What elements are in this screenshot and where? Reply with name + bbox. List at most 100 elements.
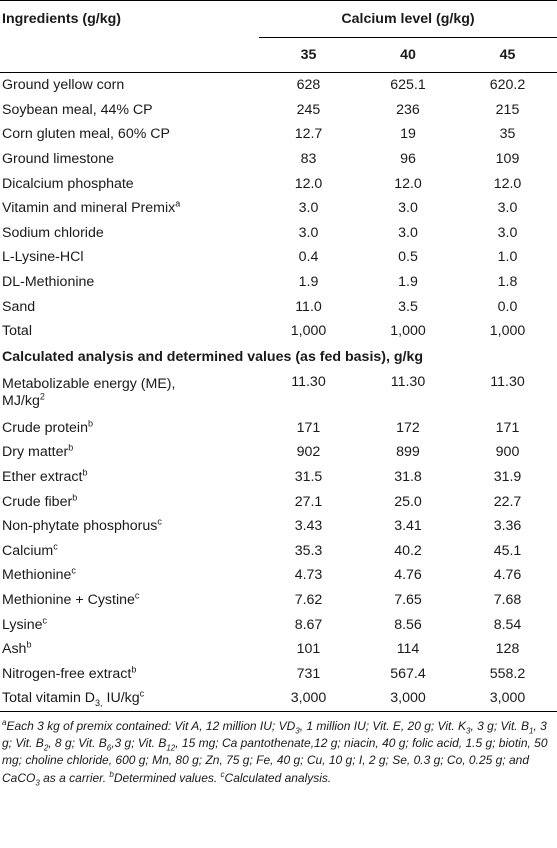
row-label: DL-Methionine — [0, 270, 259, 295]
level-header-row: 35 40 45 — [0, 37, 557, 73]
cell-value: 12.7 — [294, 126, 323, 143]
blank-header-cell — [0, 37, 259, 73]
cell-value: 3.5 — [398, 298, 418, 315]
row-label-text: Ash — [2, 641, 27, 658]
table-row: L-Lysine-HCl 0.4 0.5 1.0 — [0, 245, 557, 270]
calcium-level-header: Calcium level (g/kg) — [259, 0, 557, 38]
table-row: DL-Methionine 1.9 1.9 1.8 — [0, 270, 557, 295]
row-label-text: Crude fiber — [2, 493, 73, 510]
cell-value: 215 — [495, 101, 520, 118]
cell-value: 83 — [300, 151, 317, 168]
cell-value: 236 — [396, 101, 420, 118]
footnote-text: , 3 g; Vit. B — [470, 718, 529, 733]
cell-value: 7.68 — [493, 591, 522, 608]
row-label: Nitrogen-free extractb — [0, 661, 259, 686]
row-label: Metabolizable energy (ME), MJ/kg2 — [0, 370, 259, 416]
row-label-text: Non-phytate phosphorus — [2, 518, 158, 535]
row-label-text: Sodium chloride — [2, 224, 104, 241]
cell-value: 900 — [495, 444, 520, 461]
cell-value: 4.76 — [493, 567, 522, 584]
footnote-marker: c — [53, 541, 58, 552]
cell-value: 27.1 — [294, 493, 323, 510]
row-label-text: Total — [2, 323, 32, 340]
footnote-text: , 15 mg; Ca pantothenate,12 g; niacin, 4… — [2, 735, 548, 785]
table-row: Total 1,000 1,000 1,000 — [0, 319, 557, 344]
cell-value: 35 — [499, 126, 516, 143]
footnote-subscript: 12 — [166, 743, 176, 753]
table-row: Ether extractb 31.5 31.8 31.9 — [0, 465, 557, 490]
table-row: Crude proteinb 171 172 171 — [0, 416, 557, 441]
cell-value: 8.67 — [294, 616, 323, 633]
header-row: Ingredients (g/kg) Calcium level (g/kg) — [0, 0, 557, 38]
footnote-marker: c — [157, 516, 162, 527]
row-label: Corn gluten meal, 60% CP — [0, 122, 259, 147]
table-row: Soybean meal, 44% CP 245 236 215 — [0, 98, 557, 123]
footnote-c-marker: c — [220, 769, 225, 779]
table-row: Methioninec 4.73 4.76 4.76 — [0, 563, 557, 588]
cell-value: 731 — [296, 665, 321, 682]
cell-value: 22.7 — [493, 493, 522, 510]
cell-value: 11.30 — [390, 373, 426, 390]
table-row: Lysinec 8.67 8.56 8.54 — [0, 612, 557, 637]
footnote-text: Each 3 kg of premix contained: Vit A, 12… — [6, 718, 296, 733]
footnote-subscript: 3 — [295, 726, 300, 736]
row-label-text: Crude protein — [2, 419, 88, 436]
cell-value: 3.0 — [298, 224, 319, 241]
cell-value: 245 — [296, 101, 321, 118]
table-row: Metabolizable energy (ME), MJ/kg2 11.30 1… — [0, 370, 557, 416]
row-label-text: Sand — [2, 298, 36, 315]
cell-value: 1.8 — [497, 274, 518, 291]
cell-value: 3.43 — [294, 518, 323, 535]
footnote-subscript: 3 — [466, 726, 471, 736]
cell-value: 3,000 — [458, 686, 557, 712]
table-row: Nitrogen-free extractb 731 567.4 558.2 — [0, 661, 557, 686]
cell-value: 25.0 — [394, 493, 422, 510]
table-row: Dry matterb 902 899 900 — [0, 440, 557, 465]
row-label: Calciumc — [0, 539, 259, 564]
cell-value: 3,000 — [259, 686, 358, 712]
cell-value: 172 — [396, 419, 420, 436]
cell-value: 31.9 — [493, 469, 522, 486]
footnote-marker: 2 — [39, 390, 45, 401]
cell-value: 3.41 — [394, 518, 422, 535]
section-heading-row: Calculated analysis and determined value… — [0, 344, 557, 370]
table-row: Crude fiberb 27.1 25.0 22.7 — [0, 489, 557, 514]
level-40-header: 40 — [358, 37, 458, 73]
row-label-text: Lysine — [2, 616, 43, 633]
cell-value: 12.0 — [394, 175, 422, 192]
cell-value: 8.56 — [394, 616, 422, 633]
cell-value: 3.0 — [497, 224, 518, 241]
cell-value: 11.0 — [295, 298, 322, 315]
cell-value: 3.36 — [493, 518, 522, 535]
row-label-text: Ground yellow corn — [2, 77, 125, 94]
footnote-subscript: 2 — [43, 743, 49, 753]
footnote-subscript: 1 — [528, 726, 534, 736]
ingredients-header: Ingredients (g/kg) — [0, 0, 259, 38]
row-label: Vitamin and mineral Premixa — [0, 196, 259, 221]
row-label-text: Soybean meal, 44% CP — [2, 101, 153, 118]
cell-value: 19 — [400, 126, 416, 143]
row-label-subscript: 3, — [95, 698, 103, 709]
row-label: Non-phytate phosphorusc — [0, 514, 259, 539]
row-label-text: Corn gluten meal, 60% CP — [2, 126, 170, 143]
cell-value: 96 — [400, 151, 416, 168]
row-label: Crude proteinb — [0, 416, 259, 441]
table-row: Sand 11.0 3.5 0.0 — [0, 294, 557, 319]
footnote-marker: c — [134, 590, 140, 601]
me-label-line1: Metabolizable energy (ME), — [2, 375, 176, 392]
footnote-marker: b — [131, 664, 137, 675]
footnote-marker: c — [71, 565, 76, 576]
cell-value: 1.9 — [398, 274, 418, 291]
cell-value: 625.1 — [390, 77, 426, 94]
row-label-text: Total vitamin D — [2, 690, 96, 707]
cell-value: 7.65 — [394, 591, 422, 608]
cell-value: 1,000 — [390, 323, 426, 340]
row-label: Ashb — [0, 637, 259, 662]
footnote-text: Calculated analysis. — [224, 770, 332, 785]
cell-value: 8.54 — [493, 616, 522, 633]
cell-value: 3.0 — [398, 200, 418, 217]
row-label-text: Ground limestone — [2, 151, 114, 168]
row-label: Sand — [0, 294, 259, 319]
cell-value: 7.62 — [294, 591, 323, 608]
table-row: Vitamin and mineral Premixa 3.0 3.0 3.0 — [0, 196, 557, 221]
